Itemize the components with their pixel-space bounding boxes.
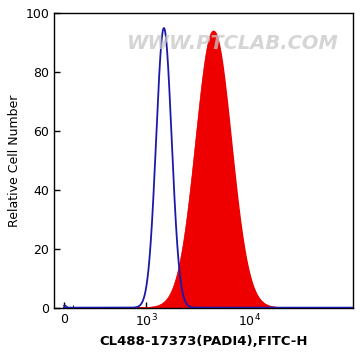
X-axis label: CL488-17373(PADI4),FITC-H: CL488-17373(PADI4),FITC-H: [99, 335, 308, 348]
Y-axis label: Relative Cell Number: Relative Cell Number: [8, 94, 21, 227]
Text: WWW.PTCLAB.COM: WWW.PTCLAB.COM: [127, 34, 339, 53]
